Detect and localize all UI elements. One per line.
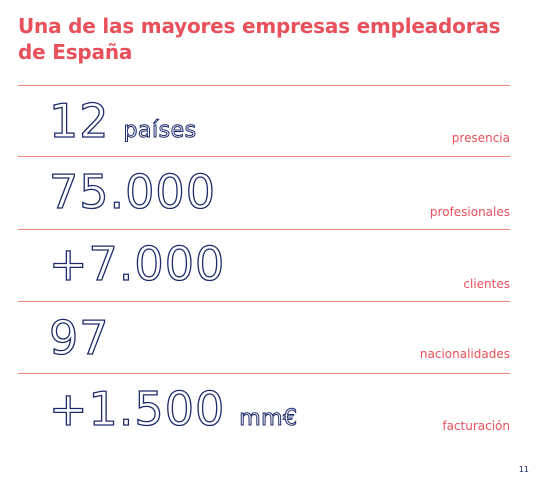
stat-row-professionals: 75.000 profesionales: [18, 157, 510, 229]
stat-figure: +1.500 mm€: [48, 385, 298, 432]
stat-label: presencia: [451, 131, 510, 145]
stat-unit: mm€: [239, 406, 298, 431]
stat-row-clients: +7.000 clientes: [18, 230, 510, 301]
stat-value: 75.000: [48, 165, 216, 219]
page-number: 11: [518, 465, 529, 474]
stat-row-countries: 12 países presencia: [18, 86, 510, 156]
stat-figure: 75.000: [48, 168, 216, 215]
stat-value: +1.500: [48, 382, 226, 436]
page-title: Una de las mayores empresas empleadoras …: [18, 14, 501, 64]
divider: [18, 373, 510, 374]
stat-label: profesionales: [429, 205, 510, 219]
stat-value: +7.000: [48, 237, 226, 291]
stat-figure: +7.000: [48, 240, 225, 287]
stat-figure: 12 países: [48, 97, 197, 144]
stat-label: nacionalidades: [419, 347, 510, 361]
divider: [18, 85, 510, 86]
stat-unit: países: [123, 118, 197, 143]
stat-row-revenue: +1.500 mm€ facturación: [18, 374, 510, 444]
divider: [18, 156, 510, 157]
stat-label: clientes: [463, 277, 510, 291]
divider: [18, 301, 510, 302]
stat-value: 12: [48, 94, 110, 148]
stat-figure: 97: [48, 314, 110, 361]
stat-label: facturación: [442, 419, 510, 433]
divider: [18, 229, 510, 230]
stats-list: 12 países presencia 75.000 profesionales …: [18, 85, 510, 444]
stat-value: 97: [48, 311, 110, 365]
stat-row-nationalities: 97 nacionalidades: [18, 302, 510, 373]
